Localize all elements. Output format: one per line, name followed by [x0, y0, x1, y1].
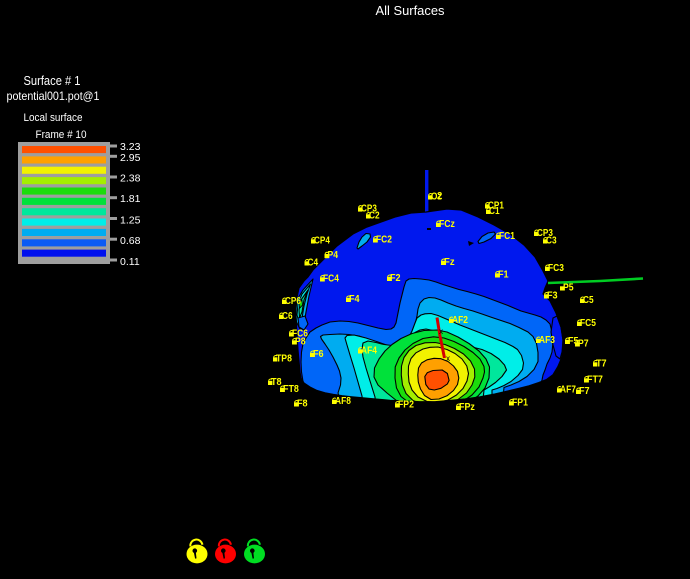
svg-text:Frame # 10: Frame # 10: [36, 129, 87, 141]
svg-text:FC1: FC1: [499, 230, 515, 242]
svg-text:1.25: 1.25: [120, 215, 141, 227]
svg-text:P7: P7: [578, 338, 589, 350]
svg-text:All Surfaces: All Surfaces: [376, 4, 445, 18]
svg-text:P4: P4: [328, 249, 339, 261]
svg-text:FC3: FC3: [548, 262, 564, 274]
svg-text:C3: C3: [546, 235, 557, 247]
svg-text:FC4: FC4: [323, 273, 339, 285]
svg-text:2.38: 2.38: [120, 173, 141, 185]
svg-text:AF8: AF8: [335, 395, 351, 407]
svg-text:x: x: [439, 327, 443, 336]
svg-text:0.11: 0.11: [120, 256, 140, 268]
svg-text:FC6: FC6: [292, 328, 308, 340]
svg-text:FC2: FC2: [376, 234, 392, 246]
svg-text:FC5: FC5: [580, 317, 596, 329]
svg-text:T8: T8: [271, 376, 282, 388]
svg-text:T7: T7: [596, 358, 607, 370]
svg-text:C1: C1: [489, 205, 500, 217]
svg-text:AF4: AF4: [361, 345, 377, 357]
svg-text:AF2: AF2: [452, 314, 468, 326]
svg-text:C5: C5: [583, 294, 594, 306]
svg-text:F4: F4: [349, 293, 360, 305]
svg-text:C2: C2: [369, 210, 380, 222]
svg-text:FP2: FP2: [398, 399, 414, 411]
svg-text:potential001.pot@1: potential001.pot@1: [7, 89, 100, 103]
svg-text:FT7: FT7: [587, 374, 603, 386]
svg-text:x: x: [446, 354, 450, 363]
svg-text:FCz: FCz: [439, 218, 455, 230]
svg-text:CP1: CP1: [488, 200, 504, 212]
svg-text:AF3: AF3: [539, 334, 555, 346]
svg-text:F6: F6: [313, 348, 324, 360]
svg-text:1.81: 1.81: [120, 193, 141, 205]
svg-text:AF7: AF7: [560, 384, 576, 396]
svg-text:P5: P5: [563, 282, 574, 294]
svg-text:FP1: FP1: [512, 397, 528, 409]
svg-text:F5: F5: [568, 335, 579, 347]
svg-text:Oz: Oz: [431, 191, 442, 203]
svg-text:2: 2: [437, 190, 442, 202]
svg-text:Local surface: Local surface: [24, 112, 83, 124]
svg-text:FT8: FT8: [283, 383, 299, 395]
svg-text:CP3: CP3: [361, 203, 377, 215]
svg-text:3.23: 3.23: [120, 141, 141, 153]
svg-text:Fz: Fz: [444, 256, 455, 268]
svg-text:TP8: TP8: [276, 353, 292, 365]
svg-text:C4: C4: [308, 257, 319, 269]
svg-text:Surface # 1: Surface # 1: [24, 73, 81, 88]
svg-text:F1: F1: [498, 269, 509, 281]
svg-text:F8: F8: [297, 398, 308, 410]
svg-text:0.68: 0.68: [120, 235, 141, 247]
svg-text:CP4: CP4: [314, 235, 330, 247]
svg-text:FPz: FPz: [459, 401, 475, 413]
svg-text:CP6: CP6: [285, 295, 301, 307]
svg-text:F7: F7: [579, 385, 590, 397]
svg-text:CP3: CP3: [537, 227, 553, 239]
svg-text:C6: C6: [282, 310, 293, 322]
svg-text:2.95: 2.95: [120, 152, 141, 164]
svg-text:F3: F3: [547, 290, 558, 302]
svg-text:F2: F2: [390, 272, 401, 284]
svg-text:P8: P8: [295, 336, 306, 348]
